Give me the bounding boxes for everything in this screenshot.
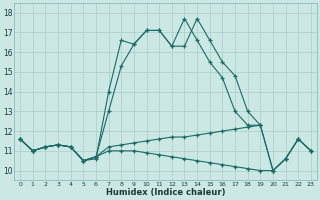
X-axis label: Humidex (Indice chaleur): Humidex (Indice chaleur) (106, 188, 225, 197)
